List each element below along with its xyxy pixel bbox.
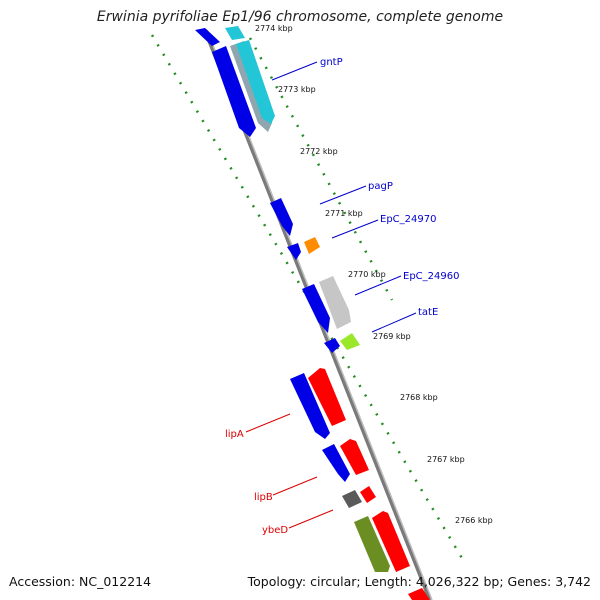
gene-arrow[interactable]: [354, 516, 390, 572]
gene-arrow[interactable]: [324, 338, 340, 353]
gene-arrow[interactable]: [225, 26, 245, 40]
gene-arrow[interactable]: [360, 486, 376, 503]
gene-label-ybed[interactable]: ybeD: [262, 525, 288, 536]
leader-line: [354, 275, 402, 296]
gene-arrows: [195, 26, 430, 600]
gene-arrow[interactable]: [304, 237, 320, 254]
gene-arrow[interactable]: [408, 588, 430, 600]
gene-arrow[interactable]: [212, 46, 256, 137]
leader-line: [271, 61, 318, 81]
gene-arrow[interactable]: [236, 40, 275, 124]
tick-label: 2766 kbp: [455, 516, 493, 525]
gene-arrow[interactable]: [290, 373, 330, 439]
gene-label-epc-24970[interactable]: EpC_24970: [380, 214, 436, 225]
tick-label: 2768 kbp: [400, 393, 438, 402]
gene-label-epc-24960[interactable]: EpC_24960: [403, 271, 459, 282]
accession-text: Accession: NC_012214: [9, 574, 152, 589]
tick-label: 2771 kbp: [325, 209, 363, 218]
gene-arrow[interactable]: [319, 276, 351, 329]
tick-label: 2773 kbp: [278, 85, 316, 94]
leader-line: [288, 509, 334, 529]
gene-labels: gntP pagP EpC_24970 EpC_24960 tatE lipA …: [225, 57, 459, 536]
gene-arrow[interactable]: [342, 490, 362, 508]
gene-label-leaders: [245, 61, 417, 529]
gene-arrow[interactable]: [340, 439, 369, 475]
tick-label: 2770 kbp: [348, 270, 386, 279]
gene-label-tate[interactable]: tatE: [418, 307, 438, 318]
gene-label-lipb[interactable]: lipB: [254, 492, 273, 503]
gene-arrow[interactable]: [270, 198, 293, 236]
scale-ticks: 2774 kbp 2773 kbp 2772 kbp 2771 kbp 2770…: [255, 24, 493, 525]
leader-line: [371, 312, 417, 333]
gene-label-pagp[interactable]: pagP: [368, 181, 393, 192]
leader-line: [331, 219, 379, 239]
gene-label-lipa[interactable]: lipA: [225, 429, 244, 440]
tick-label: 2772 kbp: [300, 147, 338, 156]
gene-arrow[interactable]: [195, 28, 220, 46]
leader-line: [319, 185, 367, 205]
tick-label: 2774 kbp: [255, 24, 293, 33]
genome-summary-text: Topology: circular; Length: 4,026,322 bp…: [247, 574, 591, 589]
gene-arrow[interactable]: [308, 368, 346, 426]
tick-label: 2767 kbp: [427, 455, 465, 464]
leader-line: [245, 413, 291, 433]
tick-label: 2769 kbp: [373, 332, 411, 341]
gene-arrow[interactable]: [372, 511, 410, 572]
gene-label-gntp[interactable]: gntP: [320, 57, 343, 68]
gene-arrow[interactable]: [322, 444, 350, 482]
gene-arrow[interactable]: [302, 284, 330, 333]
leader-line: [272, 476, 318, 496]
map-title: Erwinia pyrifoliae Ep1/96 chromosome, co…: [96, 9, 504, 25]
gene-arrow[interactable]: [287, 243, 301, 260]
gene-arrow[interactable]: [340, 333, 360, 350]
inner-scale-line: [248, 37, 394, 301]
